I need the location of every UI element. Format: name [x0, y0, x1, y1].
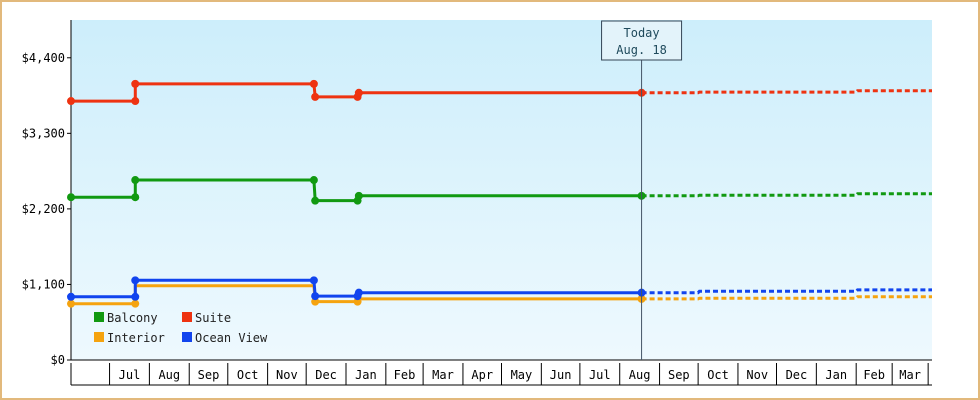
- series-forecast-line: [641, 89, 932, 95]
- data-point: [67, 97, 75, 106]
- x-tick-label: Feb: [394, 368, 416, 382]
- x-tick-label: Dec: [786, 368, 808, 382]
- series-layer: [67, 79, 932, 308]
- x-tick-label: Jan: [825, 368, 847, 382]
- x-tick-label: Nov: [276, 368, 298, 382]
- x-tick-label: Mar: [432, 368, 454, 382]
- y-tick-label: $3,300: [22, 126, 65, 140]
- x-tick-label: Mar: [899, 368, 921, 382]
- x-tick-label: Aug: [158, 368, 180, 382]
- legend: Balcony Suite Interior Ocean View: [94, 311, 268, 345]
- x-tick-label: Sep: [668, 368, 690, 382]
- today-box: [601, 20, 683, 61]
- legend-entry: Suite: [195, 311, 231, 325]
- x-tick-label: Apr: [471, 368, 493, 382]
- today-date-label: Aug. 18: [616, 43, 667, 57]
- y-axis: $0 $1,100 $2,200 $3,300 $4,400: [22, 20, 932, 367]
- legend-swatch: [94, 332, 104, 342]
- data-point: [311, 297, 320, 306]
- x-tick-label: Jun: [550, 368, 572, 382]
- data-point: [309, 276, 318, 285]
- x-tick-label: Jul: [119, 368, 141, 382]
- data-point: [131, 299, 140, 308]
- data-point: [311, 292, 320, 301]
- data-point: [131, 193, 140, 202]
- legend-swatch: [94, 312, 104, 322]
- data-point: [311, 92, 320, 101]
- data-point: [354, 88, 363, 97]
- y-tick-label: $2,200: [22, 202, 65, 216]
- x-tick-label: Oct: [707, 368, 729, 382]
- x-tick-label: Jul: [589, 368, 611, 382]
- today-marker: Today Aug. 18: [601, 20, 683, 360]
- series-forecast-line: [641, 288, 932, 295]
- data-point: [131, 292, 140, 301]
- plot-area: [71, 20, 932, 360]
- legend-entry: Ocean View: [195, 331, 268, 345]
- x-tick-label: May: [511, 368, 533, 382]
- data-point: [131, 97, 140, 106]
- data-point: [131, 176, 140, 185]
- data-point: [67, 299, 75, 308]
- data-point: [131, 79, 140, 88]
- data-point: [67, 193, 75, 202]
- data-point: [354, 288, 363, 297]
- legend-entry: Interior: [107, 331, 165, 345]
- y-tick-label: $4,400: [22, 51, 65, 65]
- series-forecast-line: [641, 295, 932, 301]
- data-point: [353, 297, 362, 306]
- x-tick-label: Feb: [863, 368, 885, 382]
- series-forecast-line: [641, 192, 932, 198]
- x-axis: Jul Aug Sep Oct Nov Dec Jan Feb Mar Apr May Jun Jul A…: [70, 363, 932, 386]
- data-point: [354, 191, 363, 200]
- legend-entry: Balcony: [107, 311, 158, 325]
- x-tick-label: Dec: [315, 368, 337, 382]
- y-tick-label: $0: [51, 353, 65, 367]
- legend-swatch: [182, 332, 192, 342]
- data-point: [131, 276, 140, 285]
- x-tick-label: Oct: [237, 368, 259, 382]
- data-point: [309, 176, 318, 185]
- data-point: [311, 196, 320, 205]
- x-tick-label: Aug: [629, 368, 651, 382]
- x-tick-label: Nov: [746, 368, 768, 382]
- y-tick-label: $1,100: [22, 277, 65, 291]
- data-point: [67, 292, 75, 301]
- today-label: Today: [624, 26, 660, 40]
- data-point: [309, 79, 318, 88]
- x-tick-label: Sep: [198, 368, 220, 382]
- legend-swatch: [182, 312, 192, 322]
- x-tick-label: Jan: [355, 368, 377, 382]
